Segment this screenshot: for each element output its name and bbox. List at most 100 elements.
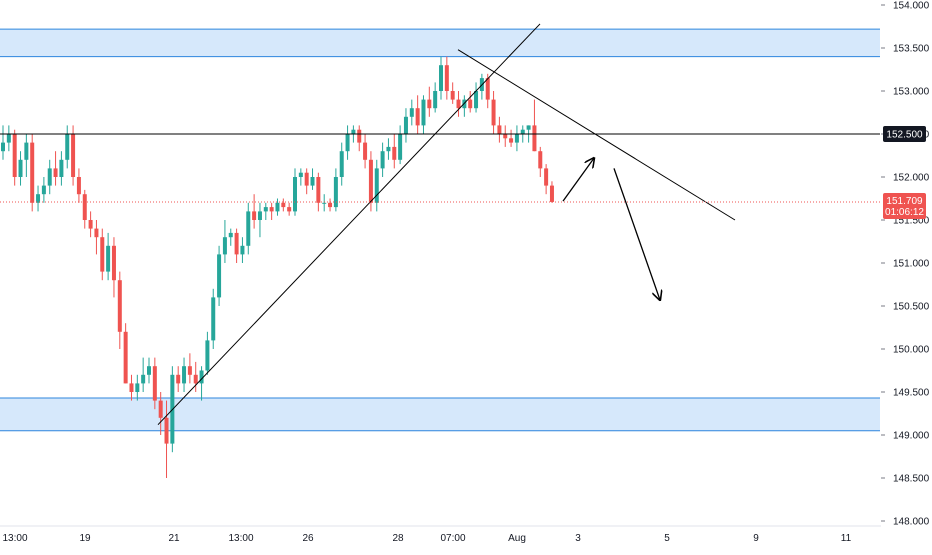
candle bbox=[293, 168, 297, 216]
support-zone bbox=[0, 398, 880, 431]
candle-body bbox=[380, 151, 385, 169]
candle-body bbox=[53, 168, 58, 177]
candle-body bbox=[351, 129, 356, 134]
candle-body bbox=[439, 65, 443, 91]
candle-body bbox=[357, 129, 362, 143]
candle-body bbox=[503, 134, 508, 139]
candle-body bbox=[304, 172, 309, 186]
candle bbox=[193, 361, 198, 392]
candle-body bbox=[182, 366, 187, 384]
price-axis[interactable]: 154.000 153.500 153.000 152.500 152.000 151.5… bbox=[881, 0, 932, 550]
candle bbox=[240, 237, 245, 263]
candle-body bbox=[129, 383, 134, 392]
candle-body bbox=[374, 168, 379, 203]
candle-body bbox=[36, 194, 41, 203]
candle-body bbox=[415, 108, 420, 126]
price-tick-label: 152.000 bbox=[893, 173, 930, 184]
candle-body bbox=[158, 400, 163, 418]
candle bbox=[485, 73, 490, 109]
time-tick-label: 19 bbox=[79, 533, 91, 544]
time-tick-label: 13:00 bbox=[228, 533, 253, 544]
candle-body bbox=[433, 91, 438, 109]
countdown-label: 01:06:12 bbox=[885, 207, 924, 218]
candle-body bbox=[544, 168, 549, 186]
candle bbox=[228, 228, 233, 246]
candle-body bbox=[293, 177, 297, 212]
time-tick-label: 21 bbox=[168, 533, 180, 544]
candle bbox=[82, 189, 87, 229]
candle-body bbox=[65, 134, 70, 160]
candle-body bbox=[392, 146, 397, 160]
time-axis[interactable]: 13:00 19 21 13:00 26 28 07:00 Aug 3 5 9 11 bbox=[0, 525, 881, 550]
candle bbox=[59, 151, 64, 186]
candle-body bbox=[532, 125, 537, 152]
price-tick-label: 153.000 bbox=[893, 87, 930, 98]
candle-body bbox=[491, 99, 496, 126]
candle-body bbox=[450, 91, 455, 100]
candle bbox=[298, 168, 303, 186]
candle-body bbox=[176, 374, 181, 384]
rising-trendline bbox=[157, 23, 541, 426]
candle bbox=[141, 357, 146, 392]
candle bbox=[433, 82, 438, 113]
candle bbox=[135, 374, 140, 401]
candle bbox=[246, 202, 251, 255]
candle bbox=[497, 116, 502, 143]
candle-body bbox=[117, 280, 122, 332]
candle-body bbox=[421, 99, 426, 126]
price-tick-label: 149.500 bbox=[893, 388, 930, 399]
candle-body bbox=[474, 91, 479, 109]
level-price-badge bbox=[883, 126, 926, 142]
candle bbox=[316, 172, 321, 212]
candle-body bbox=[333, 177, 338, 208]
candle bbox=[6, 125, 11, 152]
candle-body bbox=[257, 211, 262, 220]
candle-body bbox=[316, 177, 321, 203]
candle bbox=[403, 108, 408, 143]
candle bbox=[76, 168, 81, 203]
candle bbox=[444, 56, 449, 100]
candle bbox=[199, 366, 204, 401]
resistance-zone bbox=[0, 29, 880, 57]
time-tick-label: Aug bbox=[508, 533, 526, 544]
candle-body bbox=[322, 202, 327, 204]
candle-body bbox=[71, 134, 76, 177]
candle bbox=[363, 134, 368, 169]
candle bbox=[24, 134, 29, 177]
price-tick-label: 148.000 bbox=[893, 517, 930, 528]
candle bbox=[427, 86, 432, 117]
candle-body bbox=[199, 370, 204, 384]
candle-body bbox=[427, 99, 432, 109]
candle-body bbox=[211, 297, 216, 341]
time-tick-label: 3 bbox=[575, 533, 581, 544]
candle-body bbox=[526, 125, 531, 130]
candle bbox=[111, 237, 116, 298]
candle bbox=[222, 220, 227, 263]
candle bbox=[328, 198, 333, 212]
price-axis-background bbox=[881, 0, 932, 550]
candle bbox=[538, 146, 543, 177]
candle-body bbox=[538, 151, 543, 169]
up-arrow bbox=[562, 158, 594, 202]
candle bbox=[304, 168, 309, 195]
price-tick-label: 153.500 bbox=[893, 44, 930, 55]
candle bbox=[514, 125, 519, 152]
candle-body bbox=[549, 185, 554, 202]
candle-body bbox=[275, 202, 280, 212]
candle-body bbox=[59, 159, 64, 177]
candle bbox=[123, 323, 128, 384]
candle bbox=[36, 185, 41, 212]
candle-body bbox=[263, 207, 268, 212]
candle bbox=[339, 142, 344, 186]
candle-body bbox=[485, 78, 490, 100]
zones-layer bbox=[0, 28, 880, 432]
candle bbox=[310, 168, 315, 190]
candle bbox=[117, 271, 122, 349]
price-tick-label: 149.000 bbox=[893, 431, 930, 442]
candle-body bbox=[468, 99, 473, 109]
candle-body bbox=[228, 232, 233, 238]
candle bbox=[88, 211, 93, 238]
candle-body bbox=[403, 116, 408, 134]
